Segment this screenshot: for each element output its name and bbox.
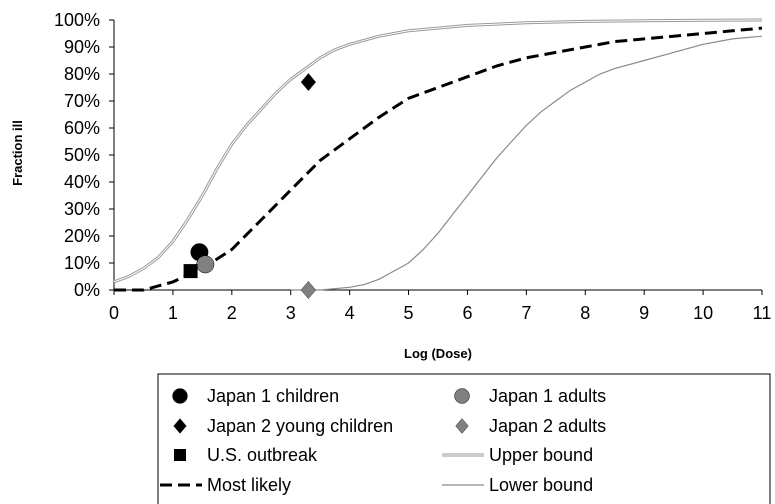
y-axis: 0% 10% 20% 30% 40% 50% 60% 70% 80% 90% 100% [54,10,115,300]
x-tick-label: 10 [693,303,713,323]
legend-item-japan-2-adults: Japan 2 adults [455,416,606,436]
u-s-outbreak-point [183,264,198,279]
y-axis-title: Fraction ill [10,120,25,186]
x-tick-label: 4 [345,303,355,323]
legend-item-u-s-outbreak: U.S. outbreak [174,445,318,465]
y-tick-label: 50% [64,145,100,165]
legend-label: Upper bound [489,445,593,465]
legend-swatch [454,388,470,404]
legend-swatch [455,418,469,434]
legend-label: U.S. outbreak [207,445,318,465]
legend-swatch [172,388,188,404]
legend-item-japan-1-adults: Japan 1 adults [454,386,606,406]
x-tick-label: 7 [521,303,531,323]
points-layer [183,73,317,300]
legend-item-japan-1-children: Japan 1 children [172,386,339,406]
x-tick-label: 5 [404,303,414,323]
legend: Japan 1 children Japan 1 adults Japan 2 yo… [157,373,771,504]
japan-1-adults-point [196,255,215,274]
legend-swatch [173,418,187,434]
upper-bound-line-inner [113,19,763,283]
x-tick-label: 8 [580,303,590,323]
most-likely-line [114,26,763,292]
y-tick-label: 0% [74,280,100,300]
x-tick-label: 11 [753,303,772,323]
legend-item-most-likely: Most likely [160,475,291,495]
series-layer [113,18,763,292]
japan-2-young-children-point [300,73,317,92]
upper-bound-line [113,18,763,284]
y-tick-label: 30% [64,199,100,219]
y-tick-label: 60% [64,118,100,138]
x-tick-label: 2 [227,303,237,323]
legend-label: Japan 1 children [207,386,339,406]
y-tick-label: 10% [64,253,100,273]
y-tick-label: 100% [54,10,100,30]
x-tick-label: 9 [639,303,649,323]
y-tick-label: 70% [64,91,100,111]
legend-label: Lower bound [489,475,593,495]
legend-item-japan-2-young-children: Japan 2 young children [173,416,393,436]
y-tick-label: 20% [64,226,100,246]
x-axis: 0 1 2 3 4 5 6 7 8 9 10 11 [109,289,772,323]
y-tick-label: 80% [64,64,100,84]
x-tick-label: 0 [109,303,119,323]
x-tick-label: 6 [462,303,472,323]
legend-label: Most likely [207,475,291,495]
legend-swatch [174,449,186,461]
y-tick-label: 90% [64,37,100,57]
x-axis-title: Log (Dose) [404,346,472,361]
legend-item-lower-bound: Lower bound [442,475,593,495]
japan-2-adults-point [300,280,317,300]
legend-label: Japan 1 adults [489,386,606,406]
lower-bound-line [290,35,763,291]
x-tick-label: 3 [286,303,296,323]
legend-label: Japan 2 adults [489,416,606,436]
legend-item-upper-bound: Upper bound [442,445,593,465]
y-tick-label: 40% [64,172,100,192]
x-tick-label: 1 [168,303,178,323]
legend-label: Japan 2 young children [207,416,393,436]
